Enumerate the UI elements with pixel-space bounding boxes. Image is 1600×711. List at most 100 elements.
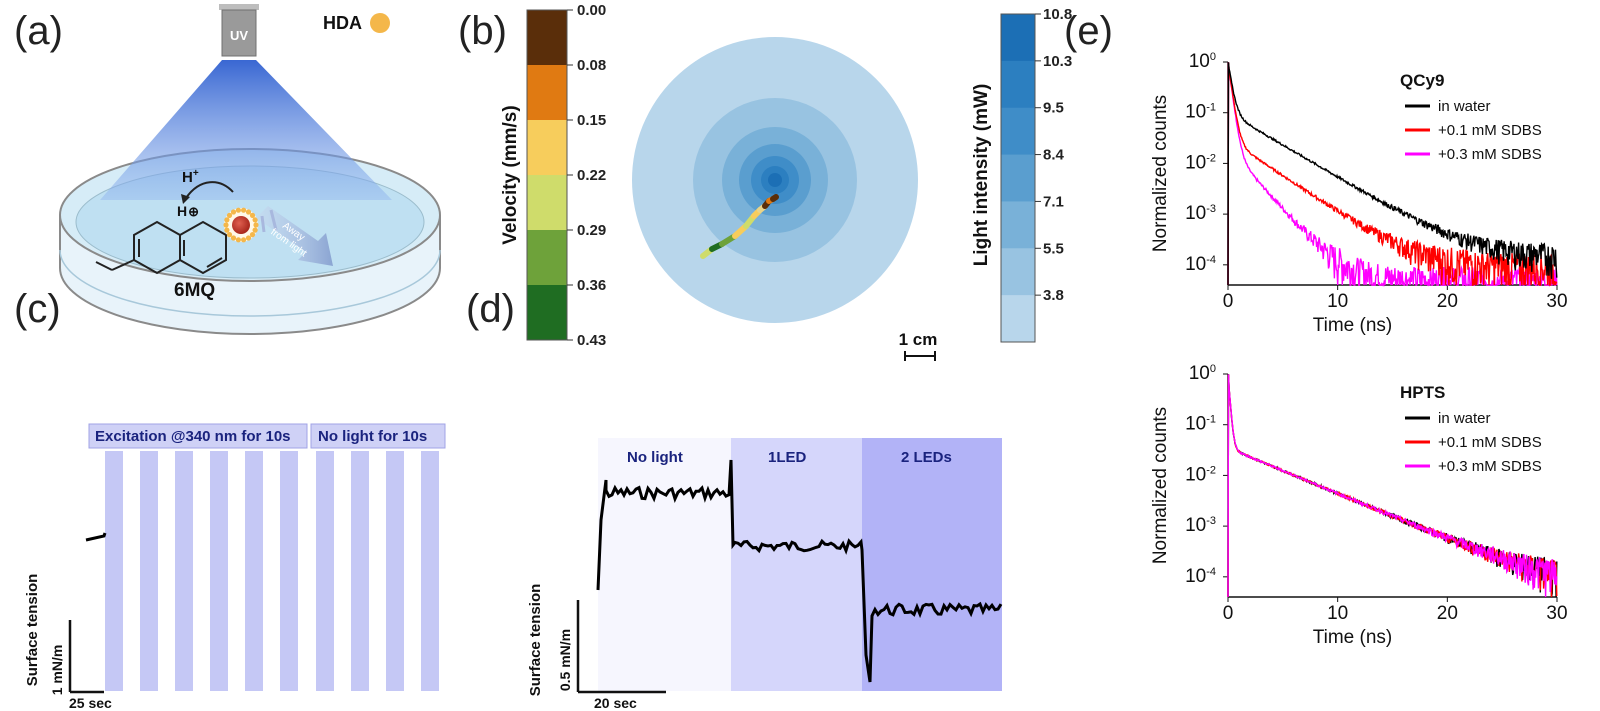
panel-a-label: (a) [14, 9, 63, 53]
micelle-headgroup [226, 212, 233, 218]
nh-label: H⊕ [177, 203, 199, 219]
excitation-stripe [210, 451, 228, 691]
velocity-color-step [527, 120, 567, 176]
light-tick-label: 10.8 [1043, 6, 1072, 23]
velocity-color-step [527, 285, 567, 341]
velocity-color-step [527, 65, 567, 121]
y-tick-label: 10-2 [1185, 464, 1216, 485]
velocity-tick-label: 0.29 [577, 222, 606, 239]
proton-label: H+ [182, 168, 199, 186]
light-tick-label: 9.5 [1043, 100, 1064, 117]
micelle-headgroup [241, 237, 247, 243]
panel-e-label: (e) [1064, 9, 1113, 53]
micelle-headgroup [226, 232, 233, 238]
light-bar-frame [1000, 13, 1036, 343]
uv-beam [100, 60, 392, 200]
x-axis-label: Time (ns) [1313, 627, 1393, 648]
velocity-tick-label: 0.43 [577, 332, 606, 349]
excitation-stripe [175, 451, 193, 691]
light-tick-label: 3.8 [1043, 287, 1064, 304]
x-tick-label: 10 [1327, 603, 1348, 624]
region-label-2leds: 2 LEDs [901, 449, 952, 466]
decay-plot-qcy9: 100 10-1 10-2 10-3 10-4 0 10 20 30 Time (ns) Norma… [1150, 51, 1568, 336]
panel-a: (a) UV HDA H+ [14, 4, 441, 335]
y-tick-label: 10-1 [1185, 102, 1216, 123]
y-scale-label-c: 1 mN/m [49, 645, 65, 696]
velocity-tick-label: 0.08 [577, 57, 606, 74]
excitation-stripe [280, 451, 298, 691]
micelle-core [232, 216, 250, 234]
surface-tension-trace-c [85, 532, 107, 542]
velocity-color-step [527, 10, 567, 66]
x-tick-label: 0 [1223, 291, 1234, 312]
molecule-6mq [95, 220, 227, 275]
legend-label: in water [1438, 98, 1491, 115]
y-tick-label: 10-2 [1185, 152, 1216, 173]
velocity-color-step [527, 175, 567, 231]
excitation-stripe [351, 451, 369, 691]
decay-series-line [1227, 62, 1558, 286]
legend-label: +0.1 mM SDBS [1438, 122, 1542, 139]
panel-c: (c) Excitation @340 nm for 10s No light … [14, 287, 446, 711]
excitation-stripe [140, 451, 158, 691]
hda-micelle [223, 207, 259, 243]
velocity-tick-label: 0.15 [577, 112, 606, 129]
excitation-stripe [386, 451, 404, 691]
excitation-banner [88, 423, 308, 449]
light-tick-label: 10.3 [1043, 53, 1072, 70]
light-color-step [1001, 295, 1035, 343]
light-color-step [1001, 201, 1035, 249]
region-no-light [598, 438, 731, 691]
surface-tension-trace-d [596, 459, 1003, 683]
light-intensity-colorbar: 10.8 10.3 9.5 8.4 7.1 5.5 3.8 [1000, 6, 1072, 343]
excitation-stripe [245, 451, 263, 691]
scale-bars-c [68, 620, 104, 694]
light-color-step [1001, 107, 1035, 156]
velocity-tick-label: 0.36 [577, 277, 606, 294]
y-tick-label: 100 [1189, 363, 1216, 384]
intensity-ring [768, 173, 782, 187]
micelle-headgroup [252, 217, 258, 223]
micelle-headgroup [245, 235, 252, 241]
y-tick-label: 10-4 [1185, 566, 1216, 587]
x-scale-label-d: 20 sec [594, 695, 637, 711]
light-intensity-map [632, 37, 918, 323]
velocity-tick-label: 0.00 [577, 2, 606, 19]
plot-title: QCy9 [1400, 71, 1444, 90]
molecule-label: 6MQ [174, 280, 215, 301]
y-scale-label-d: 0.5 mN/m [557, 629, 573, 691]
y-tick-label: 10-1 [1185, 414, 1216, 435]
light-color-step [1001, 60, 1035, 109]
plot-title: HPTS [1400, 383, 1445, 402]
x-scale-label-c: 25 sec [69, 695, 112, 711]
velocity-title: Velocity (mm/s) [500, 105, 521, 244]
excitation-banner-text: Excitation @340 nm for 10s [95, 428, 291, 445]
uv-label: UV [230, 28, 248, 43]
micelle-headgroup [224, 217, 230, 223]
panel-b-label: (b) [458, 9, 507, 53]
trajectory-segment [770, 194, 779, 202]
micelle-headgroup [249, 232, 256, 238]
y-tick-label: 100 [1189, 51, 1216, 72]
region-2leds [862, 438, 1002, 691]
x-tick-label: 10 [1327, 291, 1348, 312]
x-tick-label: 0 [1223, 603, 1234, 624]
y-axis-label-d: Surface tension [527, 584, 544, 697]
light-title: Light intensity (mW) [971, 84, 992, 267]
light-color-step [1001, 14, 1035, 62]
excitation-stripe [316, 451, 334, 691]
velocity-color-step [527, 230, 567, 286]
y-axis-label-c: Surface tension [24, 574, 41, 687]
scale-bars-d [576, 600, 666, 694]
excitation-stripe [105, 451, 123, 691]
region-label-1led: 1LED [768, 449, 807, 466]
scale-bar-label: 1 cm [899, 330, 938, 349]
micelle-headgroup [245, 209, 252, 215]
dark-banner [310, 423, 446, 449]
x-tick-label: 30 [1546, 603, 1567, 624]
light-color-step [1001, 154, 1035, 202]
hda-legend-dot [370, 13, 390, 33]
micelle-headgroup [224, 227, 230, 233]
y-axis-label: Normalized counts [1150, 95, 1171, 252]
